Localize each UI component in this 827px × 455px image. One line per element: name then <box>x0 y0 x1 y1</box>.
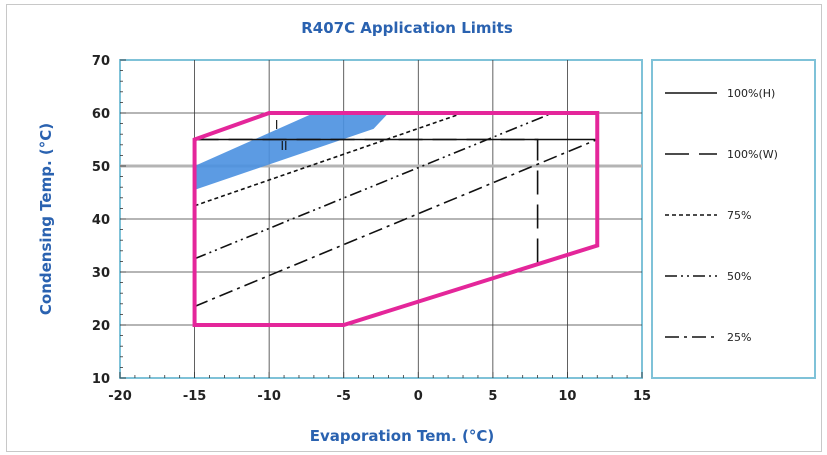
chart-canvas: R407C Application Limits III -20 -15 -10 -5… <box>37 19 816 445</box>
minor-ticks <box>119 59 643 379</box>
y-tick-label: 60 <box>92 107 110 122</box>
x-tick-label: -10 <box>257 389 281 404</box>
legend-label: 100%(W) <box>727 148 778 161</box>
legend-label: 100%(H) <box>727 87 775 100</box>
legend-label: 50% <box>727 270 751 283</box>
y-tick-label: 10 <box>92 372 110 387</box>
y-tick-label: 30 <box>92 266 110 281</box>
series-50- <box>194 112 553 260</box>
region-labels: III <box>275 118 288 153</box>
series-75- <box>194 112 464 207</box>
shaded-band-area <box>194 113 389 190</box>
y-tick-label: 20 <box>92 319 110 334</box>
x-tick-label: -15 <box>183 389 207 404</box>
y-axis-label: Condensing Temp. (°C) <box>37 123 55 315</box>
chart-title: R407C Application Limits <box>301 19 513 37</box>
y-tick-labels: 10 20 30 40 50 60 70 <box>92 54 110 387</box>
series-25- <box>194 138 598 308</box>
x-tick-label: 10 <box>558 389 576 404</box>
legend-items: 100%(H) 100%(W) 75% 50% 25% <box>665 87 778 344</box>
legend-label: 25% <box>727 331 751 344</box>
shaded-band <box>194 113 389 190</box>
x-tick-labels: -20 -15 -10 -5 0 5 10 15 <box>108 389 651 404</box>
x-tick-label: -5 <box>336 389 350 404</box>
y-tick-label: 70 <box>92 54 110 69</box>
series-lines <box>194 112 598 308</box>
x-tick-label: -20 <box>108 389 132 404</box>
x-axis-label: Evaporation Tem. (°C) <box>310 427 494 445</box>
x-tick-label: 5 <box>488 389 497 404</box>
legend <box>651 59 816 379</box>
y-tick-label: 50 <box>92 160 110 175</box>
x-tick-label: 0 <box>414 389 423 404</box>
y-tick-label: 40 <box>92 213 110 228</box>
legend-label: 75% <box>727 209 751 222</box>
series-100-w- <box>194 138 539 265</box>
region-label: I <box>275 118 279 132</box>
envelope-outline <box>192 111 600 327</box>
x-tick-label: 15 <box>633 389 651 404</box>
application-envelope <box>192 111 600 327</box>
chart-frame: R407C Application Limits I II -20 -15 -10 -5… <box>6 4 822 452</box>
region-label: II <box>281 139 288 153</box>
